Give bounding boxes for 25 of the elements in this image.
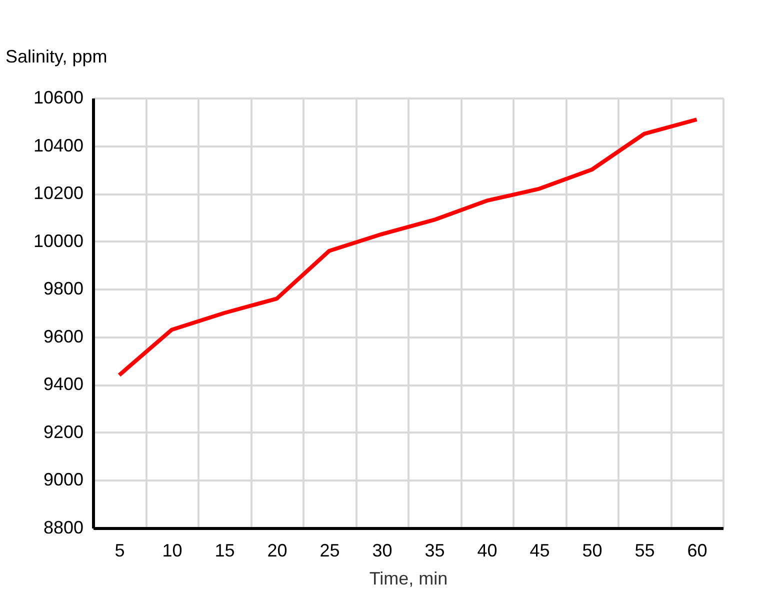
x-tick-label: 45 [530, 540, 550, 560]
y-tick-label: 10000 [33, 230, 84, 251]
x-tick-label: 55 [634, 540, 655, 560]
x-tick-label: 60 [687, 540, 708, 560]
y-tick-label: 8800 [43, 518, 84, 538]
x-tick-label: 30 [372, 540, 392, 560]
line-series [117, 118, 699, 378]
x-tick-label: 10 [162, 540, 182, 560]
y-tick-label: 10200 [33, 183, 84, 204]
x-tick-label: 25 [320, 540, 340, 560]
y-tick-label: 9200 [43, 422, 84, 442]
y-tick-label: 10400 [33, 135, 84, 156]
x-tick-label: 15 [214, 540, 235, 560]
y-tick-label: 9000 [43, 470, 84, 490]
y-tick-label: 9400 [43, 374, 84, 394]
x-tick-label: 5 [114, 540, 125, 560]
x-tick-label: 20 [267, 540, 288, 560]
y-tick-label: 10600 [33, 88, 84, 108]
y-tick-label: 9600 [43, 326, 84, 346]
x-tick-label: 50 [582, 540, 602, 560]
x-tick-label: 40 [477, 540, 498, 560]
x-axis-title: Time, min [369, 568, 448, 588]
x-tick-label: 35 [424, 540, 445, 560]
y-tick-label: 9800 [43, 278, 84, 299]
y-axis-title: Salinity, ppm [6, 46, 108, 66]
